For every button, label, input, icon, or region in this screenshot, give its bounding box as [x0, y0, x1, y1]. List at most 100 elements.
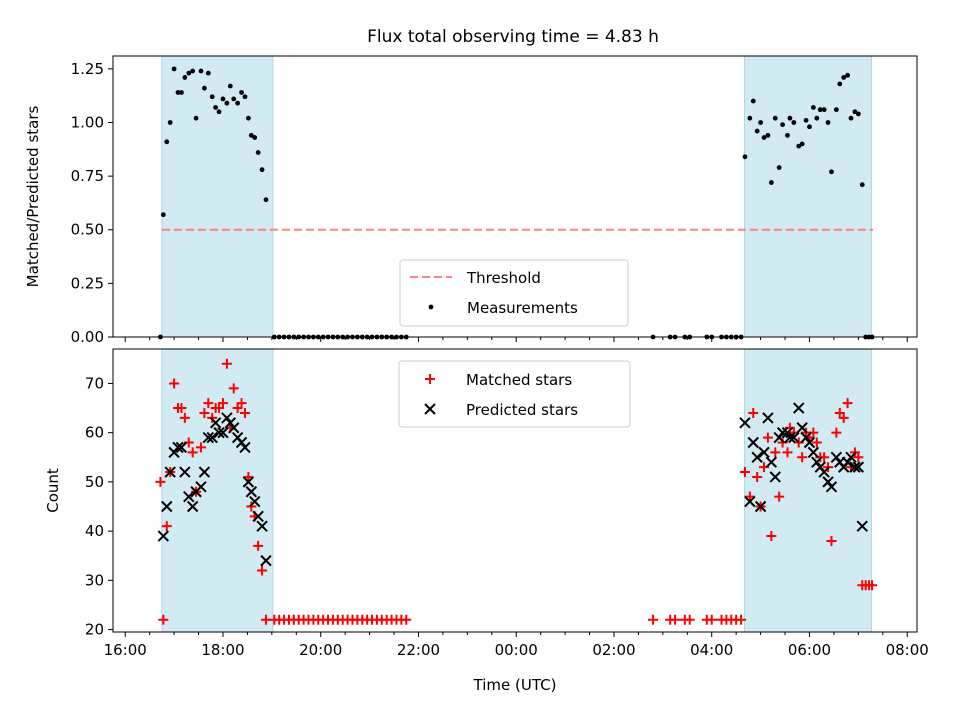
matched-stars-point [744, 491, 755, 502]
matched-stars-point [811, 437, 822, 448]
matched-stars-point [706, 614, 717, 625]
measurement-point [750, 98, 756, 104]
predicted-stars-point [172, 441, 184, 454]
matched-stars-point [853, 452, 864, 463]
measurement-point [224, 100, 230, 106]
matched-stars-point [401, 614, 412, 625]
matched-stars-point [739, 467, 750, 478]
measurement-point [848, 115, 854, 121]
measurement-point [164, 139, 170, 145]
measurement-point [167, 120, 173, 125]
legend-predicted-label: Predicted stars [466, 401, 578, 419]
predicted-stars-point [852, 461, 865, 473]
matched-stars-point [838, 412, 849, 423]
measurement-point [785, 132, 790, 138]
x-tick-label: 02:00 [592, 641, 635, 659]
predicted-stars-point [202, 431, 215, 444]
predicted-stars-point [788, 431, 800, 444]
legend: Matched stars Predicted stars [398, 360, 631, 428]
shaded-span [743, 348, 873, 633]
matched-stars-point [179, 412, 190, 423]
measurement-point [810, 105, 816, 110]
legend-matched-swatch [425, 374, 435, 384]
predicted-stars-point [765, 456, 778, 468]
predicted-stars-point [245, 486, 258, 498]
x-axis-label: Time (UTC) [473, 676, 557, 694]
predicted-stars-point [179, 466, 191, 478]
measurement-point [796, 143, 802, 149]
predicted-stars-point [762, 412, 774, 424]
measurement-point [761, 135, 767, 140]
y-tick-label: 0.25 [71, 274, 104, 292]
legend: Threshold Measurements [399, 259, 629, 327]
predicted-stars-point [803, 436, 816, 449]
matched-stars-point [161, 521, 172, 532]
legend-measurements-label: Measurements [467, 299, 578, 317]
predicted-stars-point [849, 461, 861, 473]
predicted-stars-point [845, 451, 857, 463]
axes-frame [112, 55, 918, 338]
y-tick-label: 0.00 [71, 328, 104, 346]
measurement-point [182, 75, 188, 80]
predicted-stars-point [221, 412, 233, 424]
matched-stars-point [774, 491, 785, 502]
measurement-point [209, 94, 215, 100]
predicted-stars-point [856, 520, 868, 532]
matched-stars-point [203, 398, 214, 409]
matched-stars-point [842, 398, 853, 409]
legend-box [398, 360, 631, 428]
predicted-stars-point [800, 431, 812, 444]
matched-stars-point [158, 614, 169, 625]
legend-threshold-label: Threshold [466, 269, 541, 287]
legend-measurements-swatch [428, 304, 434, 310]
matched-stars-point [239, 407, 250, 418]
measurement-point [255, 150, 261, 155]
predicted-stars-point [195, 481, 207, 493]
predicted-stars-point [784, 431, 796, 444]
y-tick-label: 30 [85, 571, 104, 589]
matched-stars-point [766, 531, 777, 542]
y-axis-label: Matched/Predicted stars [24, 106, 42, 288]
matched-stars-point [684, 614, 695, 625]
measurement-point [845, 72, 850, 78]
measurement-point [248, 132, 254, 138]
predicted-stars-point [754, 500, 767, 513]
predicted-stars-point [252, 510, 264, 523]
matched-stars-point [228, 383, 239, 394]
measurement-point [787, 115, 793, 121]
measurement-point [807, 124, 812, 130]
predicted-stars-point [747, 436, 759, 449]
predicted-stars-point [217, 426, 229, 439]
matched-stars-point [748, 407, 759, 418]
y-tick-label: 1.00 [71, 113, 104, 131]
matched-stars-point [246, 501, 257, 512]
measurement-point [175, 90, 181, 95]
measurement-point [742, 154, 748, 160]
top-panel-matched-over-predicted: 0.00 0.25 0.50 0.75 1.00 1.25 Matched/Predicte… [24, 55, 918, 346]
measurement-point [263, 197, 269, 203]
legend-box [399, 259, 629, 327]
predicted-stars-point [769, 471, 781, 483]
matched-stars-point [253, 540, 264, 551]
measurement-point [829, 169, 834, 175]
matched-stars-point [762, 432, 773, 443]
predicted-stars-point [793, 402, 805, 414]
measurement-point [259, 167, 265, 173]
measurement-point [198, 68, 204, 74]
predicted-stars-point [183, 490, 195, 503]
predicted-stars-point [224, 417, 237, 429]
matched-stars-point [770, 447, 781, 458]
matched-stars-point [221, 358, 232, 369]
legend-matched-label: Matched stars [466, 371, 572, 389]
predicted-stars-point [175, 441, 188, 454]
matched-stars-point [752, 471, 763, 482]
x-tick-label: 22:00 [397, 641, 440, 659]
x-tick-label: 18:00 [201, 641, 244, 659]
predicted-stars-point [213, 426, 225, 439]
predicted-stars-point [773, 431, 785, 444]
matched-stars-point [187, 447, 198, 458]
predicted-stars-point [260, 554, 272, 567]
chart-title: Flux total observing time = 4.83 h [367, 27, 659, 47]
predicted-stars-point [818, 466, 830, 478]
measurement-point [213, 105, 219, 110]
